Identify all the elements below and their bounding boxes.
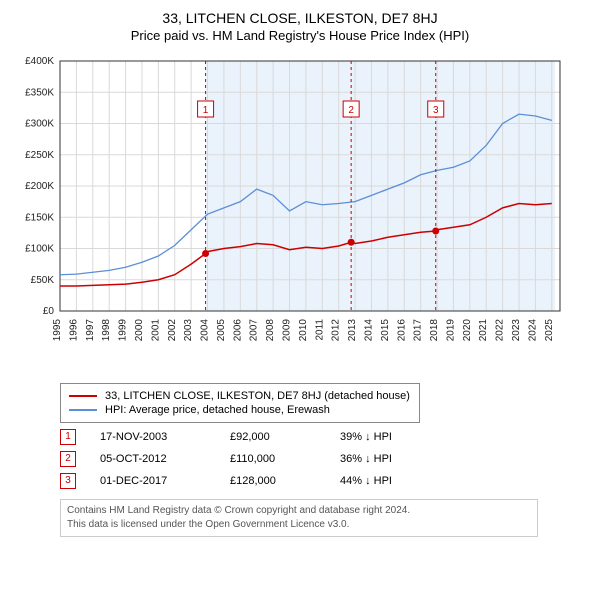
svg-text:2005: 2005 [216,319,227,342]
svg-text:2013: 2013 [347,319,358,342]
svg-text:2004: 2004 [200,319,211,342]
legend-label: HPI: Average price, detached house, Erew… [105,404,330,416]
svg-text:2006: 2006 [232,319,243,342]
svg-text:2014: 2014 [363,319,374,342]
legend-item: 33, LITCHEN CLOSE, ILKESTON, DE7 8HJ (de… [69,390,411,402]
svg-text:2019: 2019 [445,319,456,342]
transaction-marker: 3 [60,473,76,489]
svg-text:2010: 2010 [298,319,309,342]
svg-text:2023: 2023 [511,319,522,342]
price-chart: £0 £50K £100K £150K £200K £250K £300K £350K £400… [10,51,590,371]
legend-swatch [69,409,97,411]
svg-text:2009: 2009 [282,319,293,342]
transaction-date: 17-NOV-2003 [100,431,230,443]
svg-text:2: 2 [348,105,354,116]
svg-text:£250K: £250K [25,150,54,161]
svg-text:2001: 2001 [150,319,161,342]
svg-text:2021: 2021 [478,319,489,342]
svg-text:1997: 1997 [85,319,96,342]
page-title: 33, LITCHEN CLOSE, ILKESTON, DE7 8HJ [10,10,590,26]
svg-text:1996: 1996 [68,319,79,342]
transaction-date: 01-DEC-2017 [100,475,230,487]
svg-text:1: 1 [203,105,209,116]
svg-text:1998: 1998 [101,319,112,342]
svg-text:2003: 2003 [183,319,194,342]
footer-line-2: This data is licensed under the Open Gov… [67,518,531,532]
svg-text:2008: 2008 [265,319,276,342]
transaction-row: 3 01-DEC-2017£128,00044% ↓ HPI [60,473,590,489]
svg-text:2012: 2012 [331,319,342,342]
footer-line-1: Contains HM Land Registry data © Crown c… [67,504,531,518]
svg-text:2018: 2018 [429,319,440,342]
svg-text:2025: 2025 [544,319,555,342]
svg-text:2020: 2020 [462,319,473,342]
svg-text:2015: 2015 [380,319,391,342]
transaction-price: £110,000 [230,453,340,465]
svg-text:£350K: £350K [25,87,54,98]
legend: 33, LITCHEN CLOSE, ILKESTON, DE7 8HJ (de… [60,383,420,423]
transaction-row: 1 17-NOV-2003£92,00039% ↓ HPI [60,429,590,445]
svg-text:3: 3 [433,105,439,116]
svg-text:£200K: £200K [25,181,54,192]
svg-text:£300K: £300K [25,119,54,130]
transaction-hpi-diff: 39% ↓ HPI [340,431,460,443]
chart-container: 33, LITCHEN CLOSE, ILKESTON, DE7 8HJ Pri… [0,0,600,545]
transaction-marker: 2 [60,451,76,467]
svg-text:£150K: £150K [25,212,54,223]
transaction-price: £128,000 [230,475,340,487]
legend-label: 33, LITCHEN CLOSE, ILKESTON, DE7 8HJ (de… [105,390,410,402]
svg-text:2017: 2017 [413,319,424,342]
footer-attribution: Contains HM Land Registry data © Crown c… [60,499,538,537]
svg-text:2024: 2024 [527,319,538,342]
transaction-marker: 1 [60,429,76,445]
transaction-row: 2 05-OCT-2012£110,00036% ↓ HPI [60,451,590,467]
svg-text:£50K: £50K [31,275,55,286]
svg-text:£100K: £100K [25,244,54,255]
transaction-hpi-diff: 44% ↓ HPI [340,475,460,487]
svg-text:2022: 2022 [495,319,506,342]
transactions-table: 1 17-NOV-2003£92,00039% ↓ HPI 2 05-OCT-2012… [60,429,590,489]
svg-text:1995: 1995 [52,319,63,342]
svg-text:2016: 2016 [396,319,407,342]
svg-text:£400K: £400K [25,56,54,67]
transaction-date: 05-OCT-2012 [100,453,230,465]
transaction-price: £92,000 [230,431,340,443]
page-subtitle: Price paid vs. HM Land Registry's House … [10,28,590,43]
svg-text:£0: £0 [43,306,55,317]
legend-item: HPI: Average price, detached house, Erew… [69,404,411,416]
svg-text:2007: 2007 [249,319,260,342]
legend-swatch [69,395,97,397]
svg-text:2002: 2002 [167,319,178,342]
svg-text:2000: 2000 [134,319,145,342]
svg-text:2011: 2011 [314,319,325,341]
transaction-hpi-diff: 36% ↓ HPI [340,453,460,465]
svg-text:1999: 1999 [118,319,129,342]
